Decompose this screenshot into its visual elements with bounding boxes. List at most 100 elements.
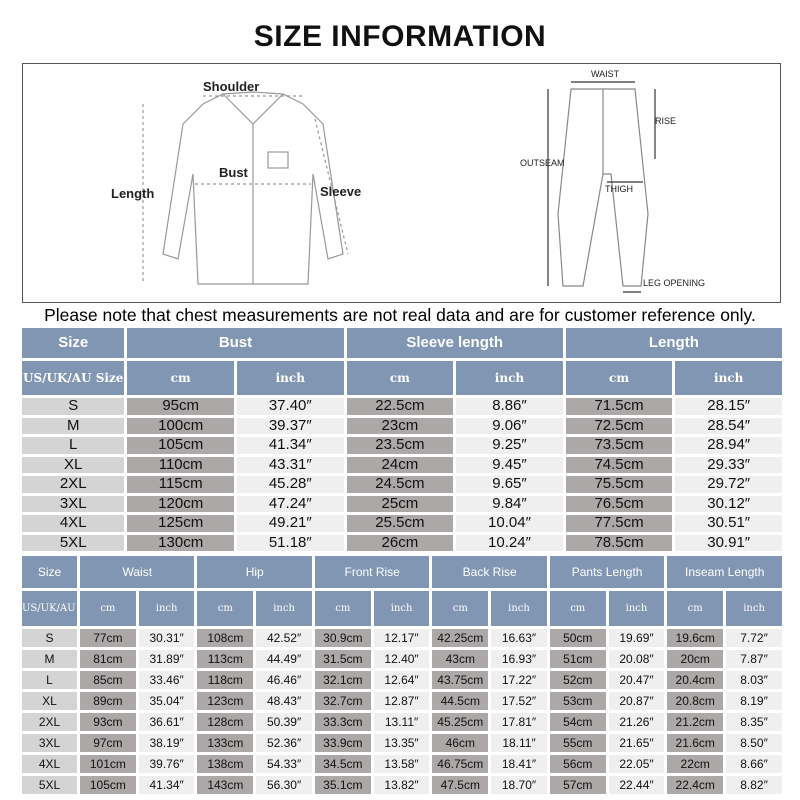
inch-value-cell: 8.82″: [726, 776, 782, 794]
inch-value-cell: 10.04″: [456, 515, 563, 532]
cm-value-cell: 46cm: [432, 734, 489, 752]
table-row: 5XL 105cm 41.34″ 143cm 56.30″ 35.1cm 13.82″ 47.…: [22, 776, 782, 794]
cm-value-cell: 76.5cm: [565, 495, 673, 512]
inch-value-cell: 9.84″: [456, 495, 563, 512]
unit-cm-header: cm: [346, 361, 454, 395]
cm-value-cell: 57cm: [549, 776, 606, 794]
thigh-label: THIGH: [605, 184, 633, 194]
table-row: S 95cm 37.40″ 22.5cm 8.86″ 71.5cm 28.15″: [22, 398, 782, 415]
inch-value-cell: 8.50″: [726, 734, 782, 752]
inch-value-cell: 21.26″: [608, 713, 665, 731]
size-cell: 4XL: [22, 755, 78, 773]
size-cell: L: [22, 437, 125, 454]
cm-value-cell: 51cm: [549, 650, 606, 668]
measurement-diagram: Shoulder Bust Length Sleeve WAIST RISE O…: [22, 63, 781, 303]
cm-value-cell: 20cm: [667, 650, 724, 668]
cm-value-cell: 105cm: [80, 776, 136, 794]
size-cell: 5XL: [22, 534, 125, 551]
inch-value-cell: 8.03″: [726, 671, 782, 689]
cm-value-cell: 77.5cm: [565, 515, 673, 532]
inch-value-cell: 39.37″: [236, 417, 344, 434]
cm-value-cell: 22.5cm: [346, 398, 454, 415]
inch-value-cell: 35.04″: [138, 692, 195, 710]
cm-value-cell: 138cm: [197, 755, 254, 773]
unit-cm-header: cm: [314, 591, 371, 626]
group-header-row: Size Bust Sleeve length Length: [22, 328, 782, 358]
inch-value-cell: 18.70″: [491, 776, 547, 794]
unit-header-row: US/UK/AU Sizecminchcminchcminchcminchcmi…: [22, 591, 782, 626]
cm-value-cell: 78.5cm: [565, 534, 673, 551]
inch-value-cell: 13.35″: [373, 734, 430, 752]
unit-cm-header: cm: [432, 591, 489, 626]
inch-value-cell: 46.46″: [256, 671, 312, 689]
cm-value-cell: 23.5cm: [346, 437, 454, 454]
cm-value-cell: 22cm: [667, 755, 724, 773]
table-row: 4XL 101cm 39.76″ 138cm 54.33″ 34.5cm 13.58″ 46.…: [22, 755, 782, 773]
cm-value-cell: 125cm: [127, 515, 234, 532]
cm-value-cell: 89cm: [80, 692, 136, 710]
unit-header-row: US/UK/AU Size cm inch cm inch cm inch: [22, 361, 782, 395]
size-cell: 5XL: [22, 776, 78, 794]
unit-inch-header: inch: [675, 361, 782, 395]
cm-value-cell: 133cm: [197, 734, 254, 752]
cm-value-cell: 108cm: [197, 629, 254, 647]
inch-value-cell: 8.66″: [726, 755, 782, 773]
unit-inch-header: inch: [456, 361, 563, 395]
bust-label: Bust: [219, 165, 249, 180]
cm-value-cell: 100cm: [127, 417, 234, 434]
cm-value-cell: 45.25cm: [432, 713, 489, 731]
inch-value-cell: 12.40″: [373, 650, 430, 668]
cm-value-cell: 85cm: [80, 671, 136, 689]
unit-inch-header: inch: [236, 361, 344, 395]
cm-value-cell: 20.8cm: [667, 692, 724, 710]
cm-value-cell: 72.5cm: [565, 417, 673, 434]
inch-value-cell: 38.19″: [138, 734, 195, 752]
inch-value-cell: 41.34″: [138, 776, 195, 794]
table-row: 3XL 120cm 47.24″ 25cm 9.84″ 76.5cm 30.12″: [22, 495, 782, 512]
table-row: L 85cm 33.46″ 118cm 46.46″ 32.1cm 12.64″ 43.75c…: [22, 671, 782, 689]
group-header: Front Rise: [314, 556, 430, 588]
unit-inch-header: inch: [373, 591, 430, 626]
length-label: Length: [111, 186, 154, 201]
size-cell: L: [22, 671, 78, 689]
unit-inch-header: inch: [138, 591, 195, 626]
cm-value-cell: 53cm: [549, 692, 606, 710]
cm-value-cell: 30.9cm: [314, 629, 371, 647]
cm-value-cell: 25cm: [346, 495, 454, 512]
group-header: Length: [565, 328, 782, 358]
inch-value-cell: 9.06″: [456, 417, 563, 434]
cm-value-cell: 25.5cm: [346, 515, 454, 532]
cm-value-cell: 110cm: [127, 456, 234, 473]
inch-value-cell: 22.05″: [608, 755, 665, 773]
cm-value-cell: 115cm: [127, 476, 234, 493]
cm-value-cell: 47.5cm: [432, 776, 489, 794]
disclaimer-note: Please note that chest measurements are …: [44, 305, 756, 325]
unit-inch-header: inch: [256, 591, 312, 626]
cm-value-cell: 93cm: [80, 713, 136, 731]
inch-value-cell: 29.33″: [675, 456, 782, 473]
inch-value-cell: 33.46″: [138, 671, 195, 689]
inch-value-cell: 16.93″: [491, 650, 547, 668]
cm-value-cell: 123cm: [197, 692, 254, 710]
group-header: Waist: [80, 556, 195, 588]
table-row: 4XL 125cm 49.21″ 25.5cm 10.04″ 77.5cm 30.51″: [22, 515, 782, 532]
inch-value-cell: 16.63″: [491, 629, 547, 647]
cm-value-cell: 20.4cm: [667, 671, 724, 689]
inch-value-cell: 20.47″: [608, 671, 665, 689]
size-cell: 3XL: [22, 495, 125, 512]
inch-value-cell: 44.49″: [256, 650, 312, 668]
inch-value-cell: 12.17″: [373, 629, 430, 647]
inch-value-cell: 17.52″: [491, 692, 547, 710]
table-row: S 77cm 30.31″ 108cm 42.52″ 30.9cm 12.17″ 42.25c…: [22, 629, 782, 647]
size-cell: 3XL: [22, 734, 78, 752]
bottom-size-table: Size Waist Hip Front Rise Back Rise Pants Len…: [19, 553, 785, 797]
table-row: 5XL 130cm 51.18″ 26cm 10.24″ 78.5cm 30.91″: [22, 534, 782, 551]
group-header: Inseam Length: [667, 556, 782, 588]
inch-value-cell: 19.69″: [608, 629, 665, 647]
inch-value-cell: 8.19″: [726, 692, 782, 710]
cm-value-cell: 46.75cm: [432, 755, 489, 773]
unit-cm-header: cm: [127, 361, 234, 395]
cm-value-cell: 118cm: [197, 671, 254, 689]
inch-value-cell: 31.89″: [138, 650, 195, 668]
inch-value-cell: 20.08″: [608, 650, 665, 668]
